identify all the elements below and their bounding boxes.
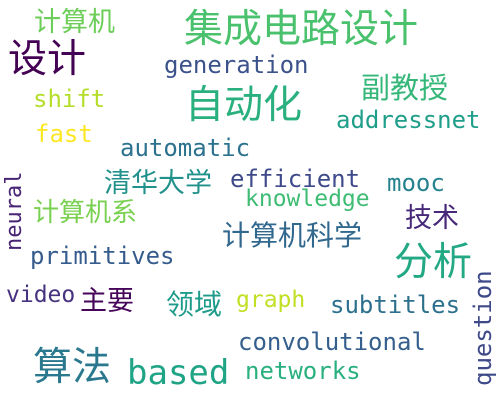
word-qinghuadaxue: 清华大学 bbox=[104, 168, 212, 199]
word-fast: fast bbox=[35, 120, 93, 148]
word-question: question bbox=[469, 270, 497, 386]
word-neural: neural bbox=[2, 171, 27, 251]
word-efficient: efficient bbox=[230, 165, 361, 193]
word-jisuanjixi: 计算机系 bbox=[33, 198, 138, 228]
word-networks: networks bbox=[245, 357, 361, 385]
word-jisuanji: 计算机 bbox=[34, 7, 115, 38]
word-suanfa: 算法 bbox=[33, 345, 112, 390]
word-sheji: 设计 bbox=[8, 37, 87, 82]
word-graph: graph bbox=[236, 287, 306, 313]
word-jishu: 技术 bbox=[405, 203, 459, 234]
word-fenxi: 分析 bbox=[394, 240, 473, 285]
word-convolutional: convolutional bbox=[238, 328, 426, 356]
word-lingyu: 领域 bbox=[166, 288, 223, 321]
word-jisuanjikexue: 计算机科学 bbox=[222, 219, 363, 252]
word-mooc: mooc bbox=[387, 169, 445, 197]
word-jichengdianlusheji: 集成电路设计 bbox=[184, 7, 419, 52]
word-fujiaoshou: 副教授 bbox=[361, 71, 449, 105]
word-knowledge: knowledge bbox=[245, 186, 370, 212]
word-zidonghua: 自动化 bbox=[185, 83, 303, 128]
word-addressnet: addressnet bbox=[336, 106, 481, 134]
word-subtitles: subtitles bbox=[330, 291, 461, 319]
word-shift: shift bbox=[33, 85, 106, 113]
word-zhuyao: 主要 bbox=[80, 286, 134, 317]
word-based: based bbox=[127, 353, 230, 393]
word-generation: generation bbox=[164, 51, 309, 79]
word-video: video bbox=[6, 282, 76, 308]
word-automatic: automatic bbox=[120, 134, 251, 162]
word-primitives: primitives bbox=[30, 242, 175, 270]
